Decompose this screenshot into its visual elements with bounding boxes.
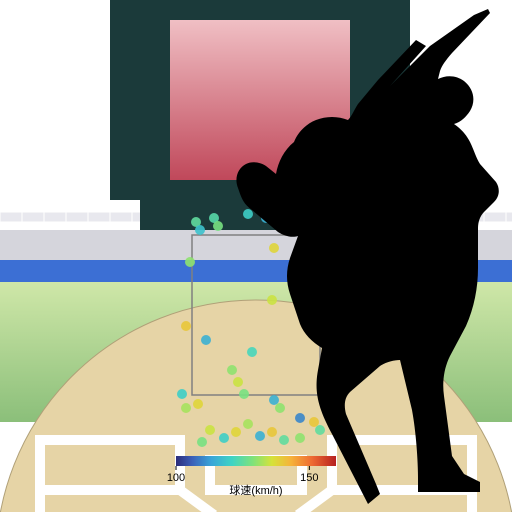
pitch-point: [231, 427, 241, 437]
pitch-point: [247, 347, 257, 357]
pitch-point: [195, 225, 205, 235]
pitch-point: [279, 435, 289, 445]
pitch-point: [275, 403, 285, 413]
pitch-point: [295, 413, 305, 423]
pitch-point: [181, 321, 191, 331]
pitch-point: [315, 425, 325, 435]
colorbar: [176, 456, 336, 466]
pitch-point: [243, 419, 253, 429]
colorbar-tick: 150: [300, 472, 318, 484]
colorbar-tick: 100: [167, 472, 185, 484]
pitch-point: [227, 365, 237, 375]
pitch-point: [243, 209, 253, 219]
pitch-point: [205, 425, 215, 435]
pitch-point: [269, 395, 279, 405]
pitch-point: [309, 417, 319, 427]
pitch-point: [269, 243, 279, 253]
pitch-point: [197, 437, 207, 447]
pitch-point: [255, 431, 265, 441]
pitch-point: [295, 433, 305, 443]
pitch-point: [185, 257, 195, 267]
pitch-chart: 100 150 球速(km/h): [0, 0, 512, 512]
pitch-point: [267, 295, 277, 305]
pitch-point: [193, 399, 203, 409]
pitch-point: [267, 427, 277, 437]
pitch-point: [181, 403, 191, 413]
pitch-point: [219, 433, 229, 443]
pitch-point: [177, 389, 187, 399]
pitch-point: [213, 221, 223, 231]
pitch-point: [233, 377, 243, 387]
pitch-point: [201, 335, 211, 345]
pitch-point: [239, 389, 249, 399]
colorbar-label: 球速(km/h): [229, 483, 282, 497]
